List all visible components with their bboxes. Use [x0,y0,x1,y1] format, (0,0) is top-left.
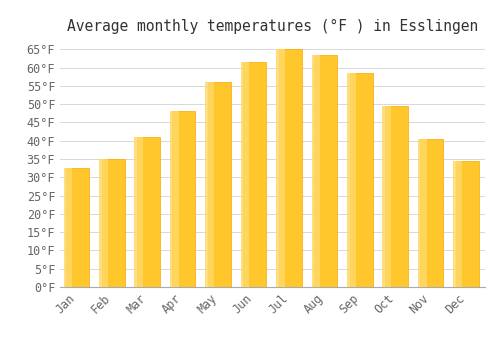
Bar [420,139,444,287]
Bar [134,137,143,287]
Bar [172,112,196,287]
Bar [64,168,72,287]
Bar [137,137,160,287]
Bar [382,106,391,287]
Bar [244,62,266,287]
Bar [456,161,479,287]
Bar [276,49,285,287]
Bar [240,62,250,287]
Title: Average monthly temperatures (°F ) in Esslingen: Average monthly temperatures (°F ) in Es… [67,19,478,34]
Bar [66,168,89,287]
Bar [385,106,408,287]
Bar [102,159,124,287]
Bar [208,82,231,287]
Bar [99,159,108,287]
Bar [418,139,426,287]
Bar [170,112,178,287]
Bar [453,161,462,287]
Bar [206,82,214,287]
Bar [312,55,320,287]
Bar [278,49,301,287]
Bar [350,73,372,287]
Bar [347,73,356,287]
Bar [314,55,337,287]
